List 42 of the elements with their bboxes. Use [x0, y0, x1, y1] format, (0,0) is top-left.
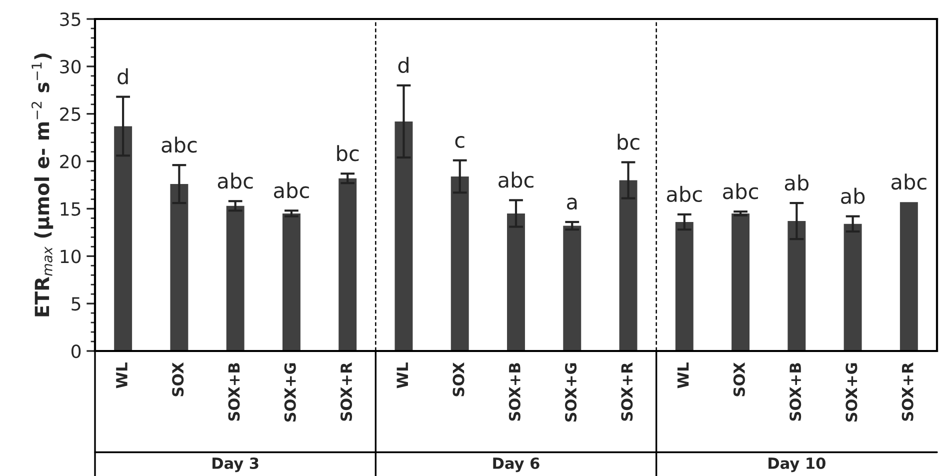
- y-tick-label: 25: [60, 107, 80, 121]
- text: Day 6: [493, 457, 540, 472]
- y-tick-label: 5: [72, 297, 80, 311]
- data-label: ab: [784, 174, 809, 191]
- x-tick-label: SOX+G: [565, 363, 577, 422]
- x-tick-label: WL: [396, 362, 408, 388]
- data-label: abc: [891, 174, 926, 190]
- data-label: d: [118, 68, 128, 84]
- x-tick-label: SOX: [452, 362, 464, 396]
- x-tick-label: SOX+G: [846, 363, 858, 422]
- x-tick-label: SOX: [172, 362, 184, 396]
- text: Day 10: [768, 457, 826, 472]
- y-tick-label: 20: [60, 154, 81, 168]
- data-label: abc: [666, 186, 702, 202]
- x-tick-label: SOX+R: [340, 362, 352, 421]
- data-label: ab: [841, 188, 865, 204]
- data-label: abc: [274, 182, 309, 198]
- x-tick-label: WL: [116, 362, 128, 388]
- x-tick-label: SOX+R: [621, 362, 633, 421]
- y-axis-title: ETR$_{max}$ (µmol e- m$^{−2}$ s$^{−1}$): [31, 54, 54, 316]
- data-label: bc: [618, 134, 640, 150]
- data-label: abc: [498, 172, 534, 188]
- x-tick-label: SOX+B: [790, 363, 802, 421]
- y-tick-label: 10: [60, 250, 81, 264]
- data-label: abc: [218, 172, 253, 189]
- x-tick-label: SOX: [733, 362, 745, 396]
- data-label: a: [567, 198, 577, 210]
- x-tick-label: SOX+B: [508, 363, 520, 421]
- data-label: abc: [162, 136, 197, 153]
- x-tick-label: SOX+R: [902, 362, 914, 421]
- y-tick-label: 0: [72, 344, 81, 358]
- y-tick-label: 15: [60, 202, 80, 216]
- x-tick-label: WL: [677, 362, 689, 388]
- y-tick-label: 30: [60, 60, 81, 74]
- x-tick-label: SOX+G: [284, 363, 296, 422]
- data-label: abc: [723, 183, 758, 200]
- data-label: d: [398, 56, 408, 74]
- x-tick-label: SOX+B: [228, 363, 240, 421]
- text: Day 3: [212, 457, 258, 472]
- data-label: bc: [337, 145, 359, 162]
- y-tick-label: 35: [60, 12, 80, 26]
- data-label: c: [455, 136, 464, 148]
